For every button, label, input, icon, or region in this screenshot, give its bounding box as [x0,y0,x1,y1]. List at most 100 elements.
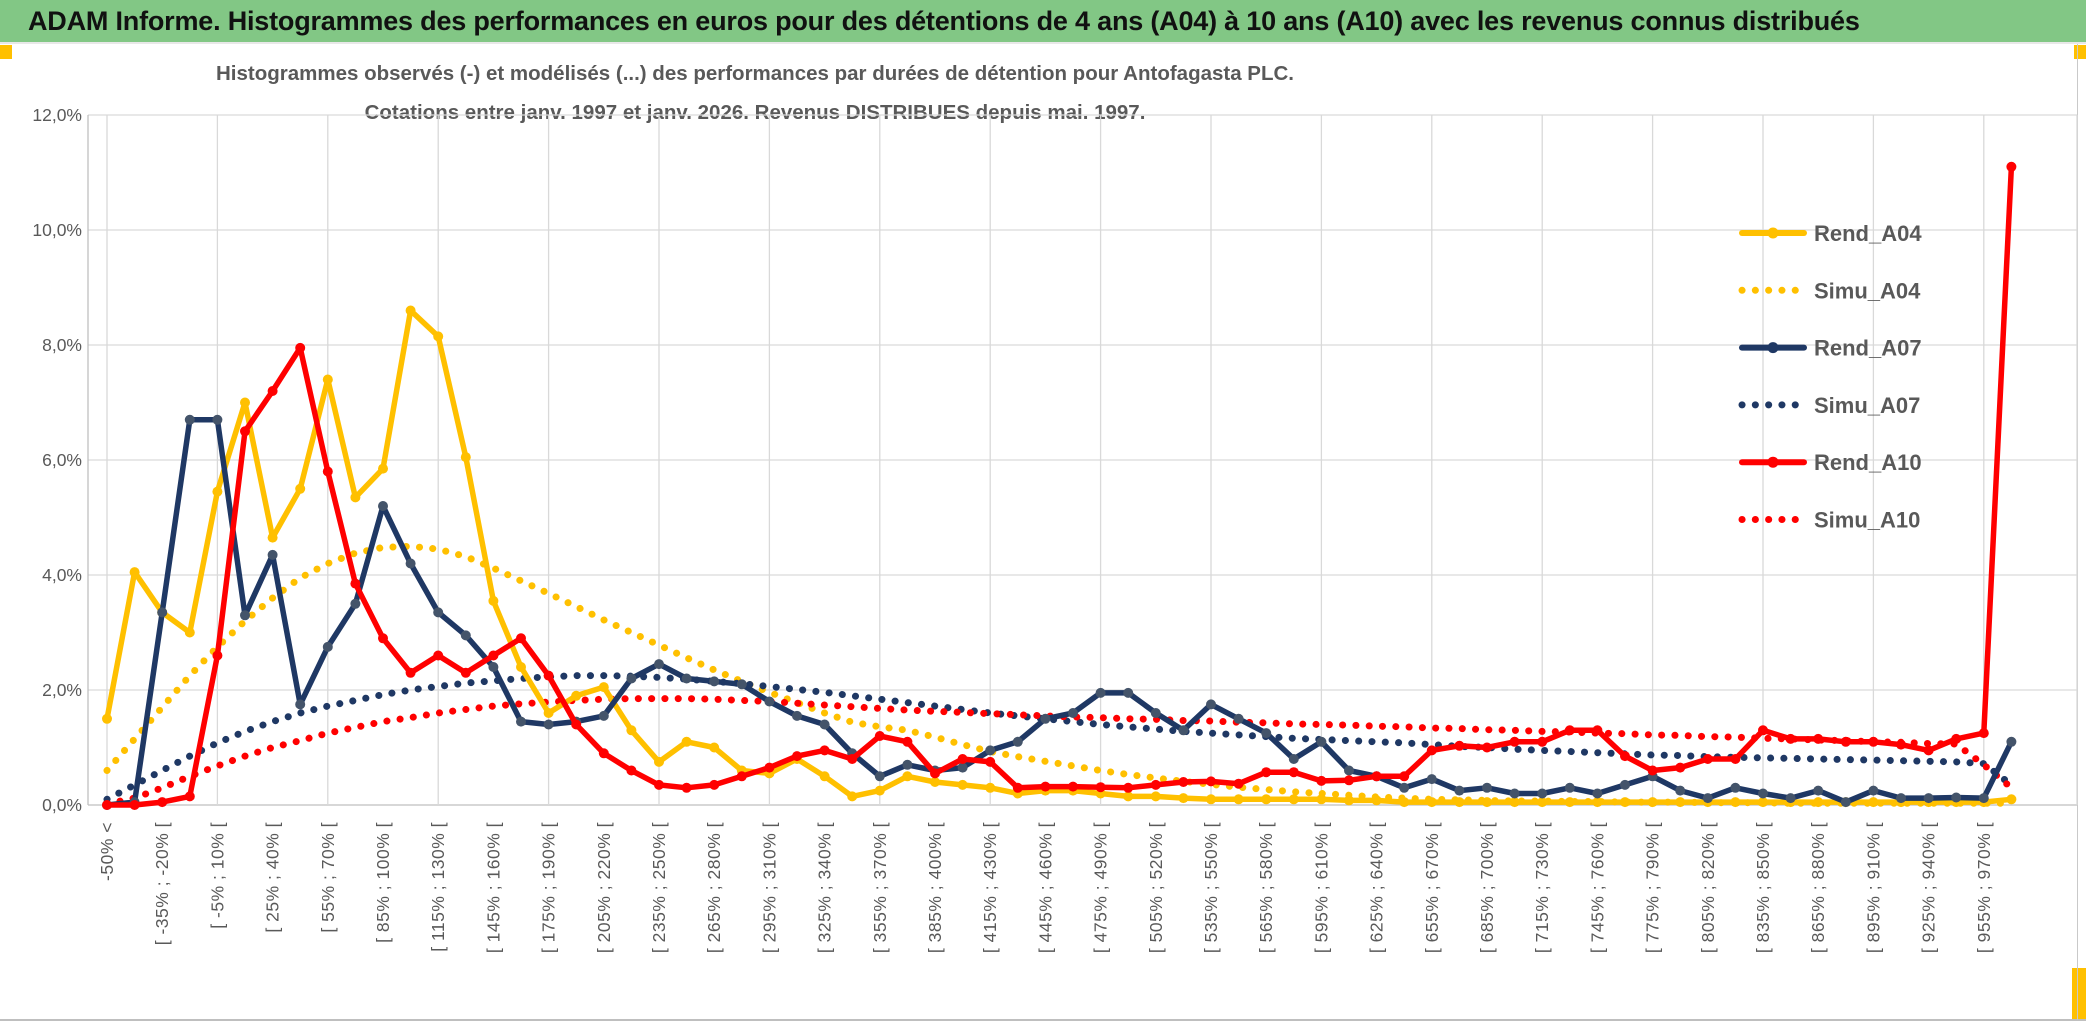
data-point [1813,785,1824,796]
data-point [433,331,444,342]
data-point [1344,775,1354,786]
svg-text:[ 535% ; 550% [: [ 535% ; 550% [ [1201,822,1221,953]
svg-text:[ 925% ; 940% [: [ 925% ; 940% [ [1919,822,1939,953]
legend-item-simu_a04[interactable]: Simu_A04 [1738,278,1921,303]
data-point [267,532,278,543]
data-point [957,762,968,773]
series-rend_a04[interactable] [102,305,2017,808]
svg-text:12,0%: 12,0% [32,105,82,125]
data-point [1150,779,1161,790]
data-point [1344,765,1354,776]
chart-title-line1: Histogrammes observés (-) et modélisés (… [215,62,1295,85]
data-point [405,305,416,316]
legend-item-simu_a10[interactable]: Simu_A10 [1738,508,1920,533]
data-point [460,667,471,678]
data-point [1951,792,1962,803]
data-point [488,650,499,661]
frame-strip-bottom-right [2072,968,2086,1020]
svg-text:[ 565% ; 580% [: [ 565% ; 580% [ [1256,822,1276,953]
data-point [1068,781,1078,792]
svg-text:[ 85% ; 100% [: [ 85% ; 100% [ [373,822,393,943]
data-point [543,719,554,730]
data-point [240,610,250,621]
data-point [819,719,830,730]
data-point [212,650,223,661]
data-point [1785,793,1796,804]
data-point [1758,788,1768,799]
series-simu_a10[interactable] [103,695,2015,808]
data-point [1426,745,1437,756]
svg-text:[ -5% ; 10% [: [ -5% ; 10% [ [207,822,227,929]
data-point [681,673,692,684]
svg-text:[ 475% ; 490% [: [ 475% ; 490% [ [1091,822,1111,953]
data-point [405,558,416,569]
data-point [405,667,416,678]
svg-text:[ 835% ; 850% [: [ 835% ; 850% [ [1753,822,1773,953]
data-point [350,598,361,609]
legend-item-simu_a07[interactable]: Simu_A07 [1738,393,1920,418]
svg-text:[ 355% ; 370% [: [ 355% ; 370% [ [870,822,890,953]
data-point [350,492,361,503]
series-simu_a07[interactable] [103,672,2015,803]
legend-item-rend_a10[interactable]: Rend_A10 [1739,450,1922,475]
data-point [1896,739,1906,750]
data-point [1978,728,1989,739]
data-point [819,745,830,756]
legend-label: Rend_A10 [1814,450,1922,475]
x-axis-labels[interactable]: -50% < [ -35% ; -20% [[ -5% ; 10% [[ 25% … [97,822,1994,953]
data-point [709,779,720,790]
svg-text:10,0%: 10,0% [32,220,82,240]
data-point [516,662,526,672]
data-point [902,736,913,747]
data-point [1923,745,1934,756]
data-point [295,342,306,353]
data-point [1012,736,1023,747]
data-point [1951,733,1962,744]
data-point [957,779,968,790]
legend-item-rend_a07[interactable]: Rend_A07 [1739,336,1922,361]
data-point [1206,699,1216,710]
data-point [1261,728,1272,739]
data-point [1923,793,1934,804]
chart-bottom-border [0,1019,2086,1021]
data-point [1178,793,1189,804]
data-point [598,682,609,693]
y-axis-labels[interactable]: 0,0% 2,0% 4,0% 6,0% 8,0% 10,0% 12,0% [32,105,82,815]
svg-text:[ 775% ; 790% [: [ 775% ; 790% [ [1643,822,1663,953]
data-point [1675,785,1686,796]
frame-corner-top-left [0,45,12,59]
data-point [516,633,526,644]
data-point [184,627,195,638]
data-point [902,771,913,782]
header-title: ADAM Informe. Histogrammes des performan… [28,5,1860,36]
data-point [847,754,858,764]
data-point [598,748,609,759]
data-point [1702,754,1713,764]
data-point [1702,793,1713,804]
data-point [322,374,333,385]
data-point [1978,793,1989,804]
svg-text:6,0%: 6,0% [42,450,82,470]
data-point [681,782,692,793]
legend-label: Rend_A04 [1814,221,1922,246]
data-point [102,800,112,810]
data-point [1785,733,1796,744]
svg-text:[ 325% ; 340% [: [ 325% ; 340% [ [815,822,835,953]
series-rend_a10[interactable] [102,161,2017,810]
data-point [1647,797,1658,808]
svg-text:[ 445% ; 460% [: [ 445% ; 460% [ [1035,822,1055,953]
data-point [1592,788,1603,799]
data-point [1150,708,1161,718]
data-point [792,710,802,721]
data-point [212,414,223,425]
data-point [460,452,471,463]
data-point [1288,767,1299,778]
data-point [1426,774,1437,785]
series-rend_a07[interactable] [102,414,2017,810]
legend-item-rend_a04[interactable]: Rend_A04 [1739,221,1922,246]
header-bar: ADAM Informe. Histogrammes des performan… [0,0,2086,44]
data-point [543,670,554,681]
series-simu_a04[interactable] [103,542,2015,807]
data-point [1206,794,1216,805]
data-point [1868,736,1879,747]
